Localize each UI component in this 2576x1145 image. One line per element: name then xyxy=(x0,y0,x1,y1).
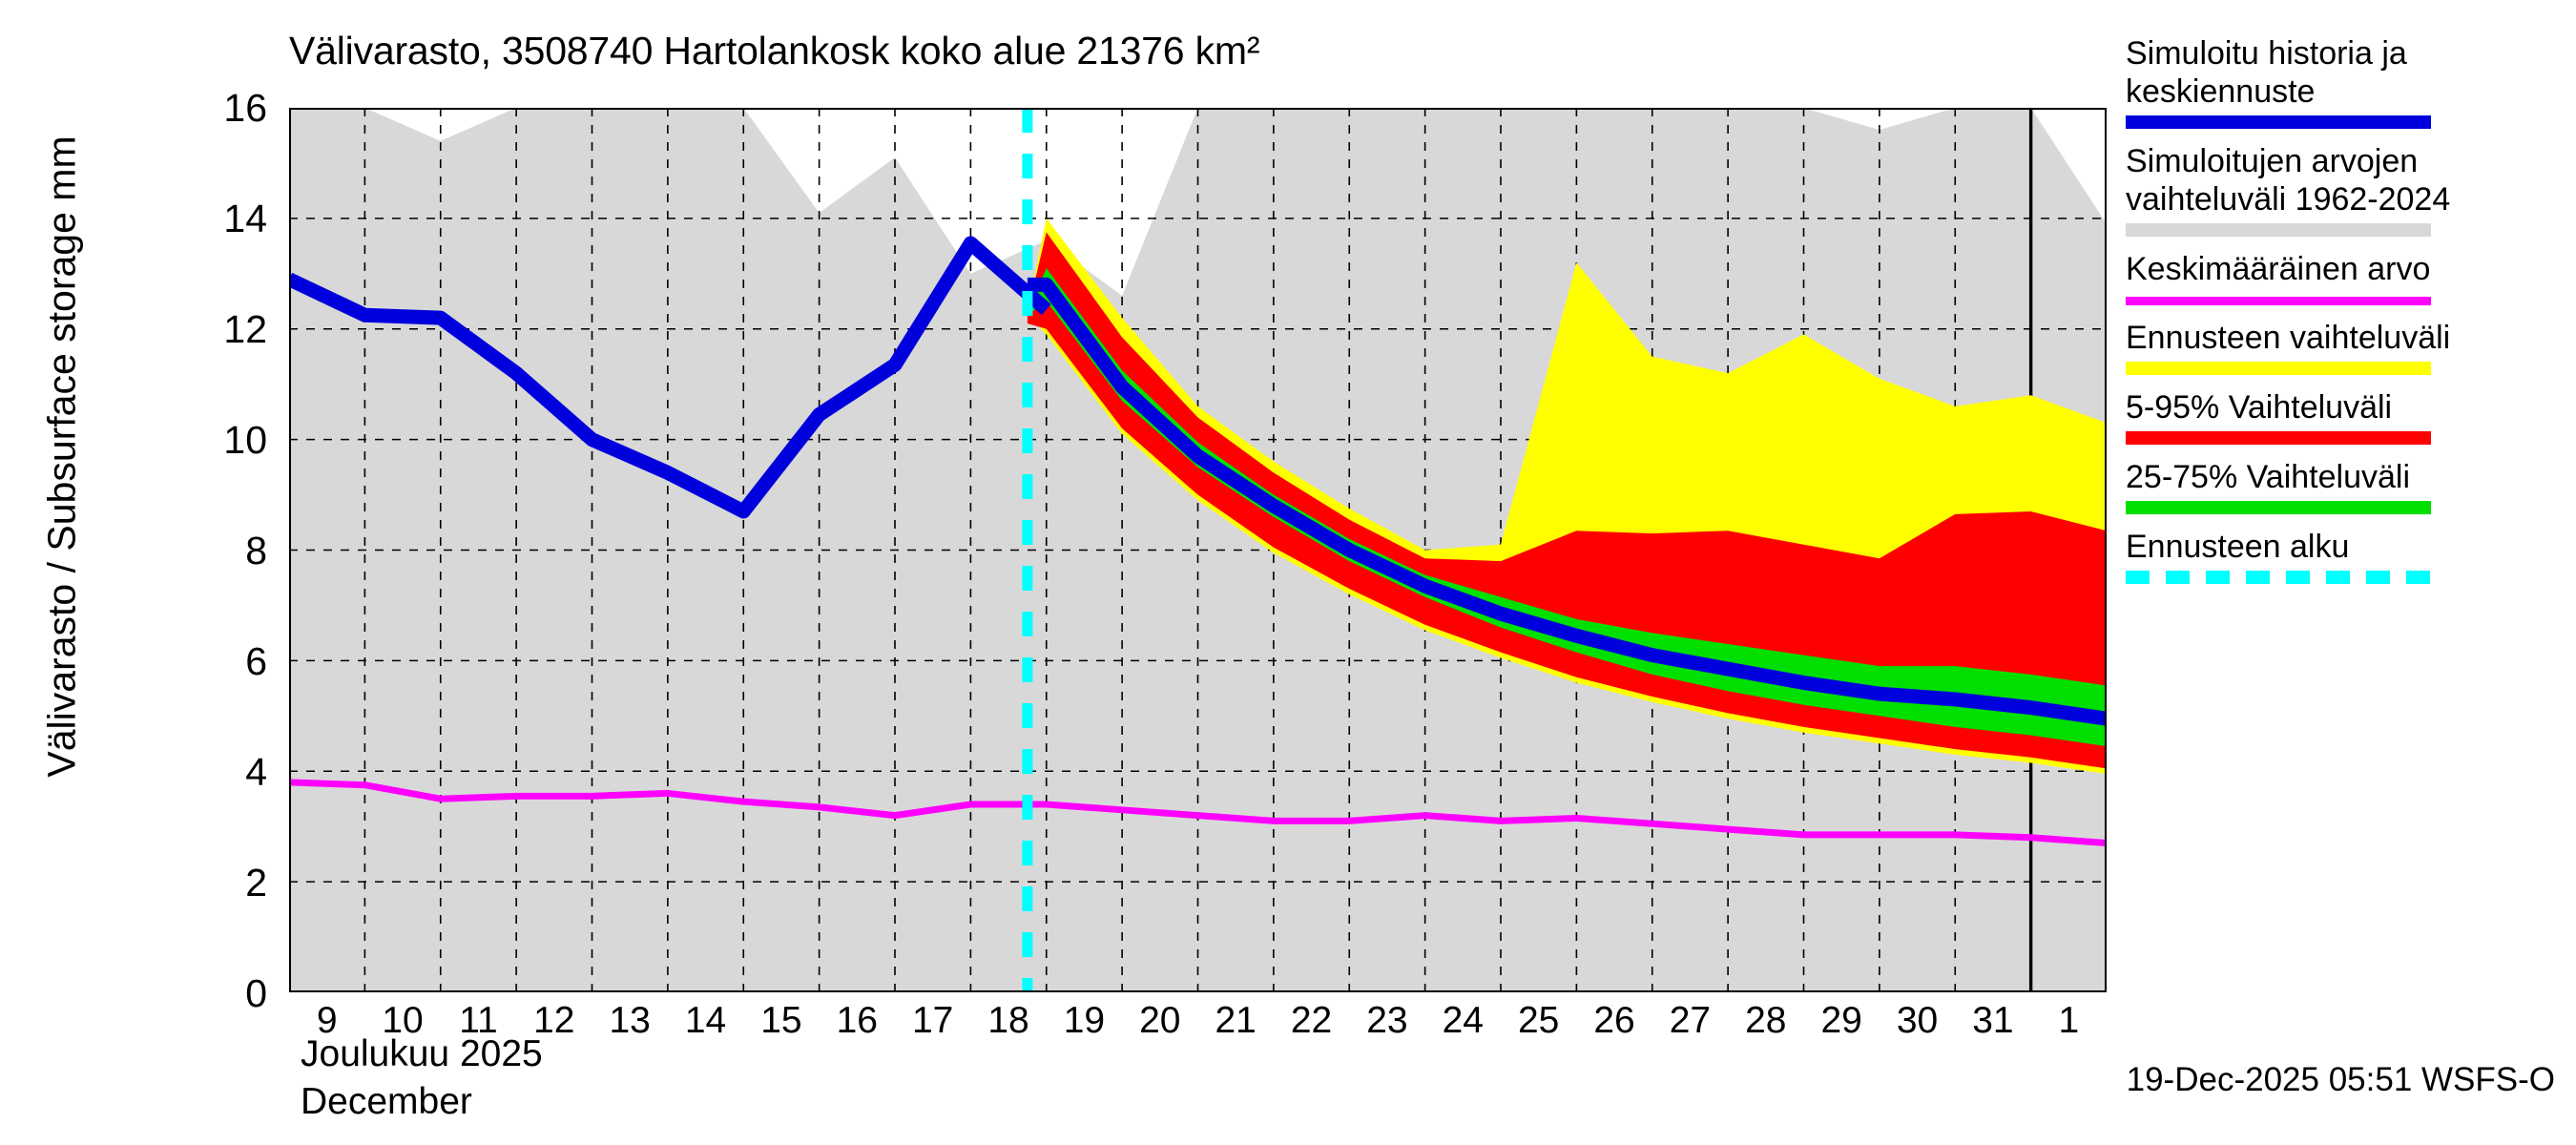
x-tick-label: 25 xyxy=(1517,1000,1560,1041)
month-label-fi: Joulukuu 2025 xyxy=(301,1033,543,1074)
x-tick-label: 12 xyxy=(533,1000,575,1041)
legend-swatch-gray xyxy=(2126,223,2431,237)
page-title: Välivarasto, 3508740 Hartolankosk koko a… xyxy=(289,29,1260,73)
y-axis-label: Välivarasto / Subsurface storage mm xyxy=(39,135,84,778)
x-tick-label: 16 xyxy=(836,1000,878,1041)
legend-item-p5-95: 5-95% Vaihteluväli xyxy=(2126,388,2576,445)
y-tick-label: 8 xyxy=(245,529,267,572)
x-tick-label: 23 xyxy=(1366,1000,1408,1041)
legend-label: Simuloitu historia ja keskiennuste xyxy=(2126,35,2407,110)
x-tick-label: 1 xyxy=(2058,1000,2080,1041)
chart-legend: Simuloitu historia ja keskiennuste Simul… xyxy=(2126,34,2576,597)
y-tick-label: 14 xyxy=(223,197,267,240)
x-tick-label: 27 xyxy=(1669,1000,1712,1041)
x-tick-label: 20 xyxy=(1139,1000,1181,1041)
legend-label: 25-75% Vaihteluväli xyxy=(2126,459,2410,495)
legend-label: 5-95% Vaihteluväli xyxy=(2126,389,2393,426)
legend-item-historical-range: Simuloitujen arvojen vaihteluväli 1962-2… xyxy=(2126,142,2576,237)
legend-item-forecast-start: Ennusteen alku xyxy=(2126,528,2576,584)
legend-label: Ennusteen alku xyxy=(2126,529,2350,565)
y-tick-label: 6 xyxy=(245,639,267,683)
x-tick-label: 29 xyxy=(1820,1000,1862,1041)
x-tick-label: 24 xyxy=(1442,1000,1484,1041)
legend-item-simulated-history: Simuloitu historia ja keskiennuste xyxy=(2126,34,2576,129)
legend-item-p25-75: 25-75% Vaihteluväli xyxy=(2126,458,2576,514)
x-tick-label: 14 xyxy=(684,1000,727,1041)
x-tick-label: 15 xyxy=(760,1000,802,1041)
legend-swatch-cyan-dashed xyxy=(2126,571,2431,584)
x-tick-label: 21 xyxy=(1215,1000,1257,1041)
y-tick-label: 12 xyxy=(223,307,267,351)
legend-swatch-red xyxy=(2126,431,2431,445)
x-tick-label: 30 xyxy=(1896,1000,1939,1041)
median-forecast-line xyxy=(1027,277,2107,726)
month-label-en: December xyxy=(301,1081,472,1122)
simulated-history-line xyxy=(289,236,1051,519)
legend-item-forecast-range: Ennusteen vaihteluväli xyxy=(2126,319,2576,375)
mean-value-line xyxy=(289,779,2107,847)
legend-label: Ennusteen vaihteluväli xyxy=(2126,320,2451,356)
x-tick-label: 9 xyxy=(316,1000,338,1041)
x-tick-label: 17 xyxy=(911,1000,954,1041)
forecast-p5-95-band xyxy=(1027,232,2107,769)
x-tick-label: 13 xyxy=(609,1000,651,1041)
chart-svg xyxy=(289,108,2107,992)
x-tick-label: 10 xyxy=(382,1000,424,1041)
legend-label: Simuloitujen arvojen vaihteluväli 1962-2… xyxy=(2126,143,2451,218)
y-tick-label: 16 xyxy=(223,86,267,130)
legend-swatch-yellow xyxy=(2126,362,2431,375)
x-tick-label: 28 xyxy=(1745,1000,1787,1041)
y-tick-label: 2 xyxy=(245,861,267,905)
legend-swatch-magenta xyxy=(2126,297,2431,305)
plot-area xyxy=(289,108,2107,992)
x-tick-label: 11 xyxy=(459,1000,498,1041)
legend-label: Keskimääräinen arvo xyxy=(2126,251,2431,287)
y-tick-label: 10 xyxy=(223,418,267,462)
x-tick-label: 26 xyxy=(1593,1000,1635,1041)
x-tick-label: 18 xyxy=(987,1000,1029,1041)
legend-item-mean-value: Keskimääräinen arvo xyxy=(2126,250,2576,305)
x-tick-label: 19 xyxy=(1063,1000,1106,1041)
x-tick-label: 31 xyxy=(1972,1000,2014,1041)
y-tick-label: 0 xyxy=(245,971,267,1015)
y-tick-label: 4 xyxy=(245,750,267,794)
legend-swatch-green xyxy=(2126,501,2431,514)
legend-swatch-blue xyxy=(2126,115,2431,129)
timestamp-footer: 19-Dec-2025 05:51 WSFS-O xyxy=(2126,1061,2555,1098)
x-tick-label: 22 xyxy=(1290,1000,1333,1041)
